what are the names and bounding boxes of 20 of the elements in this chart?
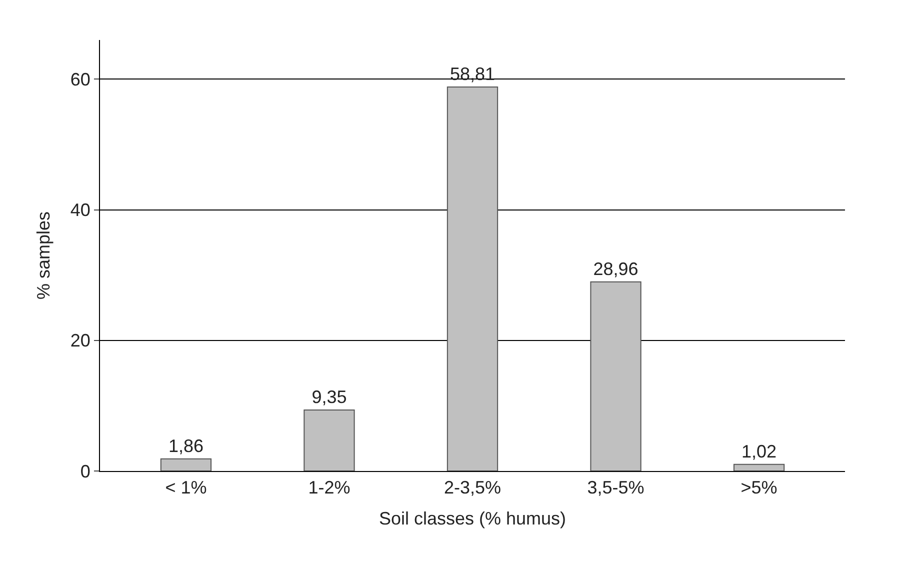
- y-tick-label: 0: [80, 461, 90, 482]
- x-tick-label: 3,5-5%: [587, 478, 644, 498]
- bar: [160, 458, 212, 471]
- data-label: 1,86: [168, 436, 204, 456]
- data-label: 28,96: [593, 258, 638, 279]
- bar: [733, 464, 785, 471]
- x-axis-title: Soil classes (% humus): [378, 508, 566, 529]
- x-tick-label: 2-3,5%: [444, 478, 502, 498]
- y-axis-title: % samples: [34, 211, 54, 300]
- data-label: 9,35: [312, 386, 347, 407]
- bar: [304, 409, 355, 471]
- data-label: 1,02: [742, 441, 777, 462]
- bar: [446, 86, 498, 471]
- x-tick-label: 1-2%: [308, 478, 350, 498]
- y-tick-label: 60: [70, 69, 90, 90]
- x-tick-label: < 1%: [165, 478, 207, 498]
- y-tick-label: 20: [70, 330, 90, 351]
- bar: [590, 281, 642, 471]
- x-tick-label: >5%: [740, 478, 778, 498]
- y-tick-label: 40: [70, 200, 90, 220]
